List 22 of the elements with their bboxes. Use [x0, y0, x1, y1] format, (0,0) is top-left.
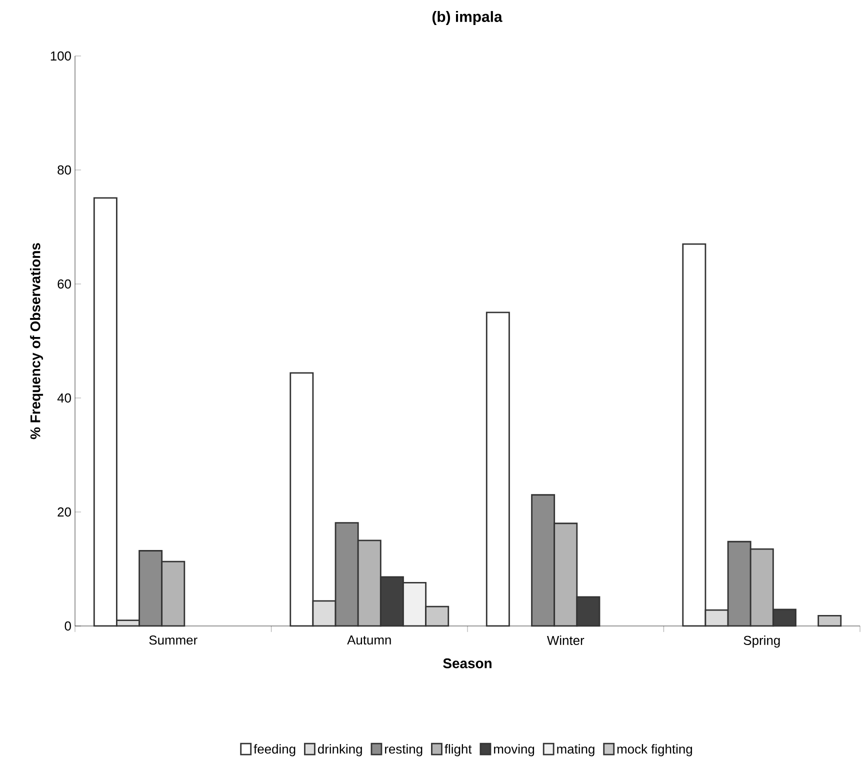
y-tick-label: 60 [58, 279, 71, 289]
legend-label: flight [444, 744, 472, 756]
y-tick-label: 40 [57, 393, 71, 403]
bar [486, 312, 510, 627]
y-axis-title: % Frequency of Observations [30, 243, 44, 440]
legend-label: resting [385, 744, 422, 756]
x-tick-label: Autumn [347, 636, 391, 645]
legend-label: moving [494, 744, 534, 756]
x-axis-title: Season [443, 658, 492, 668]
x-tick-label: Summer [149, 636, 198, 645]
y-tick-label: 100 [50, 51, 71, 61]
legend-label: drinking [318, 744, 362, 756]
y-tick-label: 80 [58, 165, 71, 175]
y-tick-label: 20 [58, 507, 71, 517]
bar [818, 615, 842, 627]
x-tick-label: Winter [546, 635, 584, 646]
legend-label: mating [557, 744, 594, 756]
legend-label: mock fighting [617, 744, 692, 756]
y-tick-label: 0 [64, 621, 71, 631]
chart-title: (b) impala [432, 11, 502, 25]
legend-label: feeding [254, 744, 296, 756]
x-tick-label: Spring [744, 635, 780, 648]
